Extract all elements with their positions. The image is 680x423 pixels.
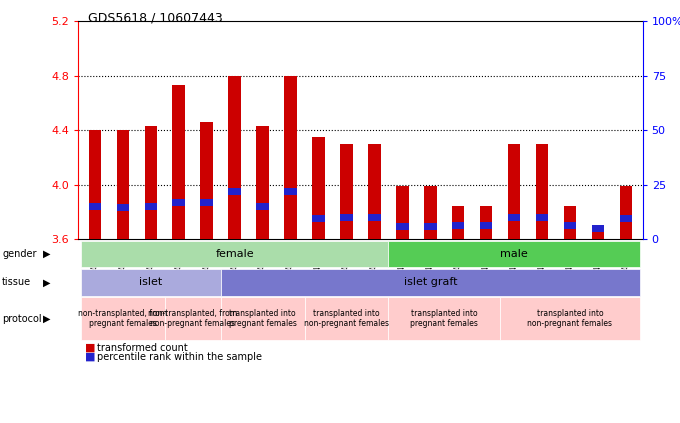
Bar [368,214,381,221]
Bar [340,214,353,221]
Bar [619,186,632,239]
Bar [145,126,157,239]
Bar [536,144,548,239]
Text: islet: islet [139,277,163,287]
Text: transplanted into
non-pregnant females: transplanted into non-pregnant females [528,309,613,328]
Text: tissue: tissue [2,277,31,287]
Bar [592,227,605,239]
Text: transformed count: transformed count [97,343,188,353]
Bar [312,215,325,222]
Text: protocol: protocol [2,313,41,324]
Bar [396,186,409,239]
Bar [228,76,241,239]
Bar [424,186,437,239]
Text: transplanted into
pregnant females: transplanted into pregnant females [228,309,296,328]
Text: transplanted into
non-pregnant females: transplanted into non-pregnant females [304,309,389,328]
Bar [312,137,325,239]
Bar [284,188,297,195]
Bar [619,215,632,222]
Bar [88,203,101,210]
Bar [480,222,492,229]
Text: non-transplanted, from
non-pregnant females: non-transplanted, from non-pregnant fema… [148,309,237,328]
Bar [592,225,605,231]
Bar [564,206,576,239]
Bar [564,222,576,229]
Bar [201,199,213,206]
Bar [508,144,520,239]
Bar [340,144,353,239]
Bar [368,144,381,239]
Bar [116,130,129,239]
Text: ■: ■ [85,343,95,353]
Text: non-transplanted, from
pregnant females: non-transplanted, from pregnant females [78,309,167,328]
Bar [536,214,548,221]
Bar [145,203,157,210]
Bar [201,122,213,239]
Bar [256,126,269,239]
Bar [173,199,185,206]
Text: male: male [500,249,528,259]
Text: ▶: ▶ [43,249,50,259]
Bar [256,203,269,210]
Bar [480,206,492,239]
Text: transplanted into
pregnant females: transplanted into pregnant females [410,309,478,328]
Bar [424,223,437,230]
Bar [396,223,409,230]
Bar [88,130,101,239]
Bar [173,85,185,239]
Bar [452,206,464,239]
Text: ▶: ▶ [43,313,50,324]
Text: GDS5618 / 10607443: GDS5618 / 10607443 [88,12,223,25]
Text: percentile rank within the sample: percentile rank within the sample [97,352,262,362]
Bar [508,214,520,221]
Text: islet graft: islet graft [403,277,457,287]
Text: female: female [216,249,254,259]
Bar [116,204,129,211]
Text: ■: ■ [85,352,95,362]
Text: gender: gender [2,249,37,259]
Bar [452,222,464,229]
Bar [228,188,241,195]
Bar [284,76,297,239]
Text: ▶: ▶ [43,277,50,287]
